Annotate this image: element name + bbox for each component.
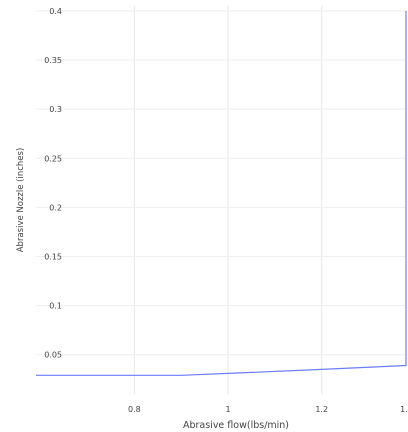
series-line (36, 10, 407, 376)
y-tick-label: 0.05 (44, 351, 62, 360)
x-tick-label: 1. (400, 405, 408, 414)
grid-lines (36, 6, 406, 394)
y-tick-label: 0.25 (44, 154, 62, 163)
y-tick-label: 0.3 (49, 105, 62, 114)
x-tick-labels: 0.8 1 1.2 1. (128, 405, 408, 414)
series-lines (36, 10, 407, 376)
y-tick-label: 0.15 (44, 252, 62, 261)
y-tick-label: 0.4 (49, 7, 62, 16)
x-tick-label: 0.8 (128, 405, 141, 414)
x-tick-label: 1.2 (315, 405, 328, 414)
y-tick-label: 0.2 (49, 203, 62, 212)
y-tick-label: 0.1 (49, 302, 62, 311)
y-axis-title: Abrasive Nozzle (inches) (16, 148, 26, 253)
x-tick-label: 1 (225, 405, 230, 414)
y-tick-label: 0.35 (44, 56, 62, 65)
x-axis-title: Abrasive flow(lbs/min) (183, 420, 289, 431)
y-tick-labels: 0.05 0.1 0.15 0.2 0.25 0.3 0.35 0.4 (44, 7, 62, 360)
